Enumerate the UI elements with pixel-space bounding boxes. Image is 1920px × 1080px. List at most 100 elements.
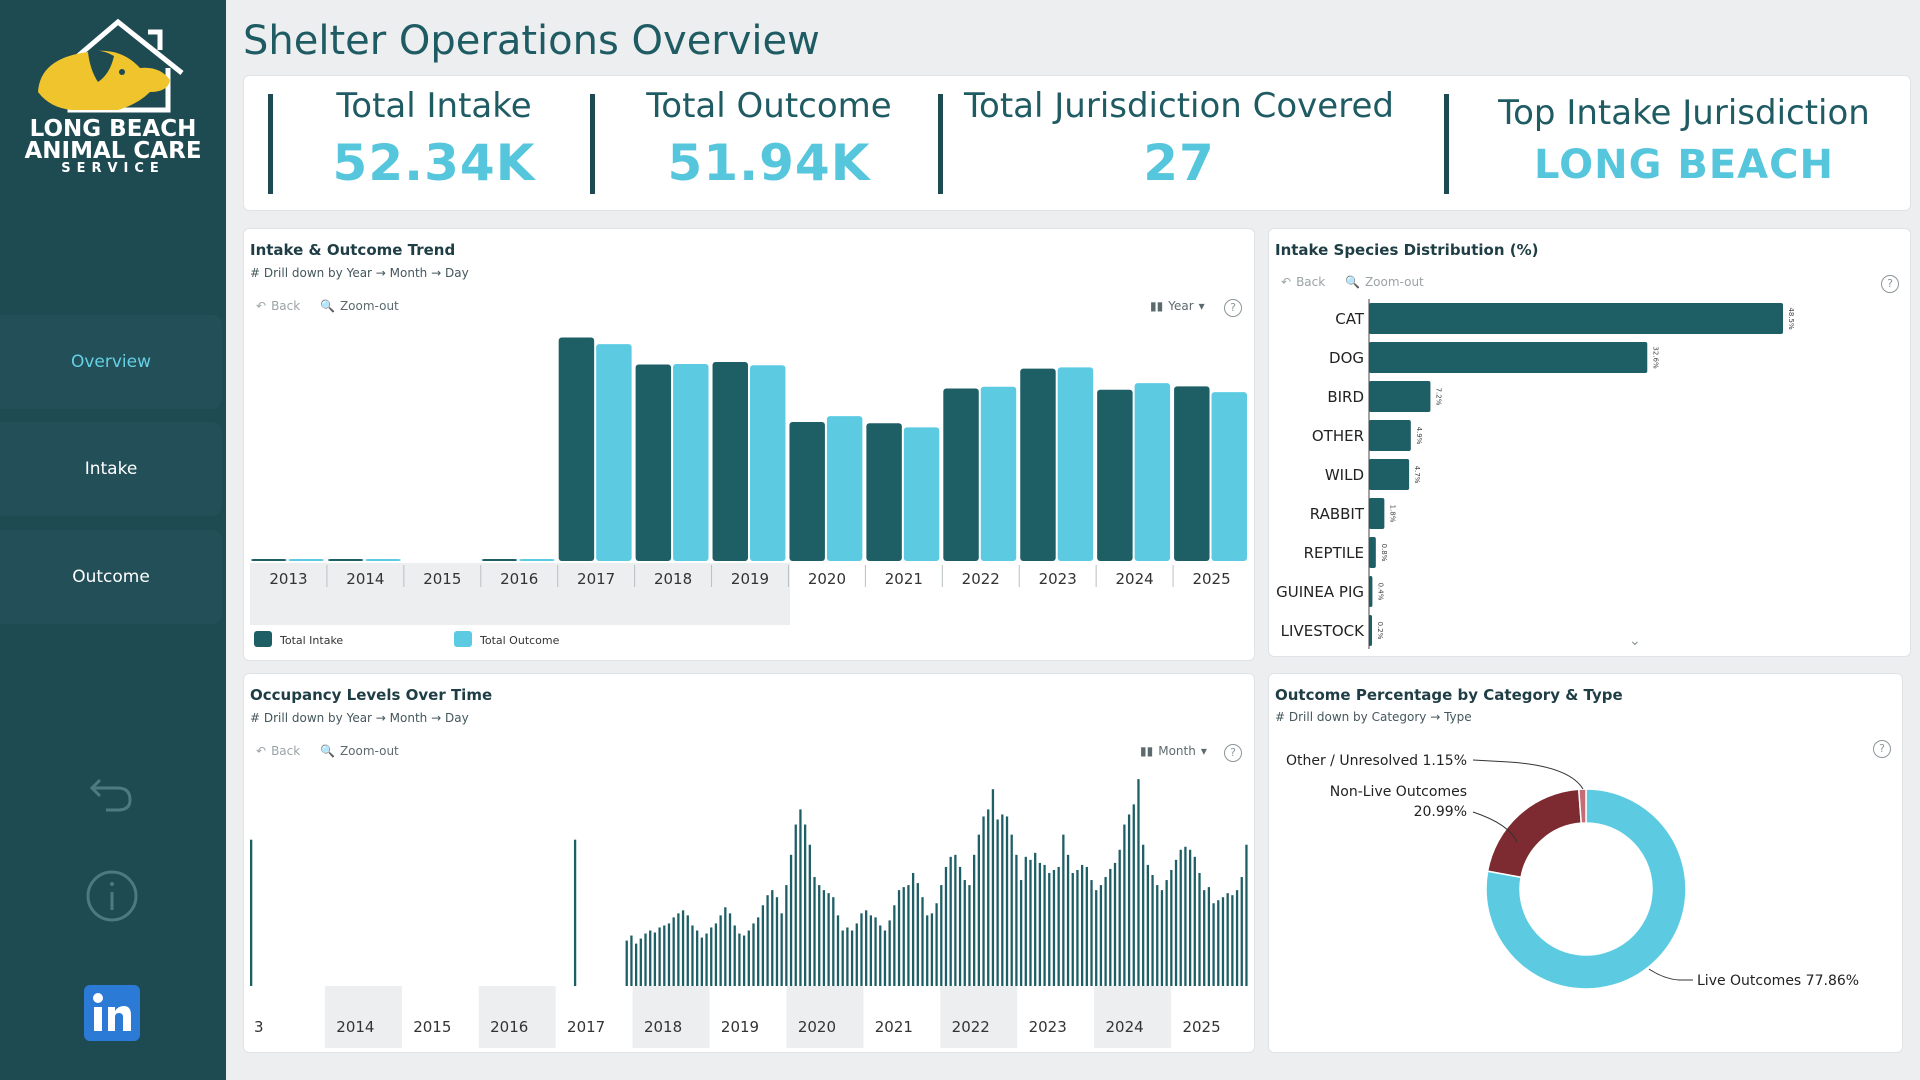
species-bar-cat bbox=[1369, 303, 1783, 334]
occupancy-bar bbox=[1231, 895, 1234, 986]
trend-drill-level-dropdown[interactable]: ▮▮ Year ▾ bbox=[1150, 299, 1205, 313]
occupancy-bar bbox=[1188, 849, 1192, 986]
info-icon[interactable] bbox=[84, 868, 140, 924]
occupancy-bar bbox=[1137, 779, 1140, 986]
occupancy-bar bbox=[879, 925, 882, 986]
bar-total-outcome-2018 bbox=[673, 364, 709, 561]
occupancy-back-button[interactable]: ↶ Back bbox=[256, 744, 300, 758]
help-icon[interactable]: ? bbox=[1224, 299, 1242, 317]
help-icon[interactable]: ? bbox=[1224, 744, 1242, 762]
x-tick-label: 2016 bbox=[490, 1018, 528, 1036]
bar-total-outcome-2016 bbox=[519, 559, 555, 561]
occupancy-bar bbox=[944, 866, 948, 986]
occupancy-bar bbox=[1127, 814, 1131, 986]
kpi-separator bbox=[590, 94, 595, 194]
x-tick-label: 2017 bbox=[567, 1018, 605, 1036]
x-tick-label: 2021 bbox=[875, 1018, 913, 1036]
occupancy-bar bbox=[658, 927, 661, 986]
occupancy-bar bbox=[653, 932, 657, 986]
occupancy-bar bbox=[1160, 890, 1164, 986]
species-label-wild: WILD bbox=[1325, 466, 1364, 484]
occupancy-bar bbox=[883, 930, 887, 986]
donut-label-live: Live Outcomes 77.86% bbox=[1697, 973, 1859, 989]
occupancy-bar bbox=[954, 854, 957, 986]
occupancy-bar bbox=[1071, 872, 1074, 986]
x-tick-label: 2023 bbox=[1039, 570, 1077, 588]
occupancy-bar bbox=[1029, 859, 1032, 986]
linkedin-icon[interactable] bbox=[84, 985, 140, 1041]
species-bar-reptile bbox=[1369, 537, 1376, 568]
outcome-percentage-panel: Outcome Percentage by Category & Type # … bbox=[1268, 673, 1903, 1053]
undo-icon[interactable] bbox=[84, 762, 140, 818]
bar-total-intake-2024 bbox=[1097, 389, 1133, 561]
bar-total-intake-2020 bbox=[789, 421, 825, 561]
occupancy-bar bbox=[1095, 890, 1098, 986]
back-arrow-icon: ↶ bbox=[256, 744, 267, 758]
bar-total-intake-2019 bbox=[712, 361, 748, 561]
occupancy-bar bbox=[639, 938, 642, 986]
occupancy-bar bbox=[1207, 887, 1211, 986]
occupancy-zoom-out-button[interactable]: 🔍 Zoom-out bbox=[320, 744, 399, 758]
species-bar-bird bbox=[1369, 381, 1431, 412]
species-data-label: 0.8% bbox=[1380, 544, 1388, 562]
occupancy-bar bbox=[719, 915, 722, 986]
occupancy-panel: Occupancy Levels Over Time # Drill down … bbox=[243, 673, 1255, 1053]
species-back-label: Back bbox=[1296, 275, 1326, 289]
occupancy-bar bbox=[1226, 893, 1229, 986]
occupancy-chart: 3 2014 2015 2016 2017 2018 2019 2020 2021 2022 202… bbox=[250, 779, 1248, 1048]
trend-zoom-out-button[interactable]: 🔍 Zoom-out bbox=[320, 299, 399, 313]
nav-intake[interactable]: Intake bbox=[0, 422, 222, 516]
axis-band bbox=[786, 986, 864, 1048]
chevron-down-icon: ▾ bbox=[1200, 744, 1207, 758]
occupancy-drill-level-dropdown[interactable]: ▮▮ Month ▾ bbox=[1140, 744, 1207, 758]
occupancy-bar bbox=[691, 925, 694, 986]
axis-band bbox=[1094, 986, 1172, 1048]
x-tick-label: 2018 bbox=[644, 1018, 682, 1036]
kpi-jurisdiction-value: 27 bbox=[1143, 134, 1215, 192]
occupancy-title: Occupancy Levels Over Time bbox=[250, 686, 493, 704]
occupancy-bar bbox=[700, 937, 703, 986]
bar-total-intake-2018 bbox=[635, 364, 672, 561]
species-bar-rabbit bbox=[1369, 498, 1385, 529]
donut-label-nonlive-pct: 20.99% bbox=[1414, 804, 1467, 820]
x-tick-label: 2016 bbox=[500, 570, 538, 588]
chevron-down-icon[interactable]: ⌄ bbox=[1629, 633, 1641, 649]
occupancy-back-label: Back bbox=[271, 744, 301, 758]
trend-back-button[interactable]: ↶ Back bbox=[256, 299, 300, 313]
occupancy-bar bbox=[1057, 866, 1060, 986]
occupancy-bar bbox=[742, 935, 746, 986]
bar-total-outcome-2021 bbox=[903, 427, 940, 561]
occupancy-bar bbox=[1245, 844, 1248, 986]
occupancy-bar bbox=[672, 917, 675, 986]
brand-line-3: SERVICE bbox=[61, 161, 165, 176]
species-back-button[interactable]: ↶ Back bbox=[1281, 275, 1325, 289]
occupancy-bar bbox=[1001, 814, 1004, 986]
occupancy-bar bbox=[1010, 834, 1013, 986]
occupancy-bar bbox=[649, 930, 652, 986]
kpi-separator bbox=[1444, 94, 1449, 194]
legend-label-2: Total Outcome bbox=[479, 634, 560, 647]
occupancy-bar bbox=[911, 872, 915, 986]
bar-total-intake-2022 bbox=[943, 388, 979, 561]
occupancy-bar bbox=[1212, 903, 1215, 986]
species-zoom-out-button[interactable]: 🔍 Zoom-out bbox=[1345, 275, 1424, 289]
bar-total-intake-2014 bbox=[327, 559, 364, 561]
occupancy-bar bbox=[696, 930, 699, 986]
species-data-label: 0.4% bbox=[1376, 583, 1384, 601]
occupancy-bar bbox=[1015, 854, 1018, 986]
occupancy-bar bbox=[1048, 872, 1051, 986]
occupancy-bar bbox=[785, 885, 788, 986]
trend-zoom-out-label: Zoom-out bbox=[339, 299, 399, 313]
help-icon[interactable]: ? bbox=[1873, 740, 1891, 758]
help-icon[interactable]: ? bbox=[1881, 275, 1899, 293]
bar-total-outcome-2020 bbox=[826, 416, 863, 561]
occupancy-bar bbox=[897, 890, 901, 986]
kpi-separator bbox=[938, 94, 943, 194]
nav-outcome[interactable]: Outcome bbox=[0, 530, 222, 624]
occupancy-bar bbox=[625, 940, 628, 986]
axis-band bbox=[632, 986, 710, 1048]
occupancy-bar bbox=[250, 839, 253, 986]
bar-total-intake-2017 bbox=[558, 337, 595, 561]
species-data-label: 0.2% bbox=[1376, 622, 1384, 640]
nav-overview[interactable]: Overview bbox=[0, 315, 222, 409]
